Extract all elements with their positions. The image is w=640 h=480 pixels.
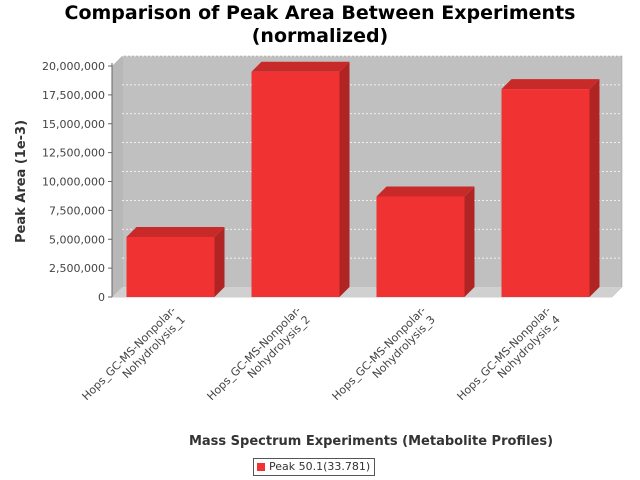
bar-top [251, 61, 350, 72]
x-axis-title: Mass Spectrum Experiments (Metabolite Pr… [189, 434, 553, 449]
legend-label: Peak 50.1(33.781) [269, 460, 371, 473]
y-tick-label: 15,000,000 [42, 118, 105, 131]
bar [251, 71, 340, 298]
chart-title-line-2: (normalized) [251, 25, 389, 47]
bar [376, 196, 465, 297]
plot-side-wall [112, 56, 122, 297]
bar-top [376, 186, 475, 197]
y-axis-title: Peak Area (1e-3) [14, 120, 29, 243]
bar-side [214, 226, 225, 297]
x-tick-label-line: Hops_GC-MS-Nonpolar- [330, 304, 429, 403]
x-tick-label: Hops_GC-MS-Nonpolar-Nohydrolysis_1 [80, 304, 188, 412]
y-tick-label: 10,000,000 [42, 176, 105, 189]
plot-floor [112, 287, 622, 297]
x-tick-label-line: Hops_GC-MS-Nonpolar- [205, 304, 304, 403]
bar [126, 236, 215, 297]
y-tick-label: 17,500,000 [42, 89, 105, 102]
bar-top [126, 226, 225, 237]
x-tick-label-line: Hops_GC-MS-Nonpolar- [455, 304, 554, 403]
x-tick-label: Hops_GC-MS-Nonpolar-Nohydrolysis_4 [455, 304, 563, 412]
x-tick-label: Hops_GC-MS-Nonpolar-Nohydrolysis_3 [330, 304, 438, 412]
x-tick-label: Hops_GC-MS-Nonpolar-Nohydrolysis_2 [205, 304, 313, 412]
legend: Peak 50.1(33.781) [253, 458, 376, 476]
chart-title-line-1: Comparison of Peak Area Between Experime… [64, 2, 576, 24]
bar-side [339, 61, 350, 298]
bar-top [501, 79, 600, 90]
y-tick-label: 20,000,000 [42, 60, 105, 73]
y-tick-label: 5,000,000 [49, 233, 105, 246]
y-tick-label: 0 [98, 291, 105, 304]
y-tick-label: 12,500,000 [42, 147, 105, 160]
bar-side [589, 79, 600, 297]
legend-swatch [257, 463, 265, 471]
y-tick-label: 7,500,000 [49, 204, 105, 217]
bar [501, 89, 590, 297]
bar-side [464, 186, 475, 297]
chart-title: Comparison of Peak Area Between Experime… [0, 2, 640, 48]
x-tick-label-line: Hops_GC-MS-Nonpolar- [80, 304, 179, 403]
y-tick-label: 2,500,000 [49, 262, 105, 275]
